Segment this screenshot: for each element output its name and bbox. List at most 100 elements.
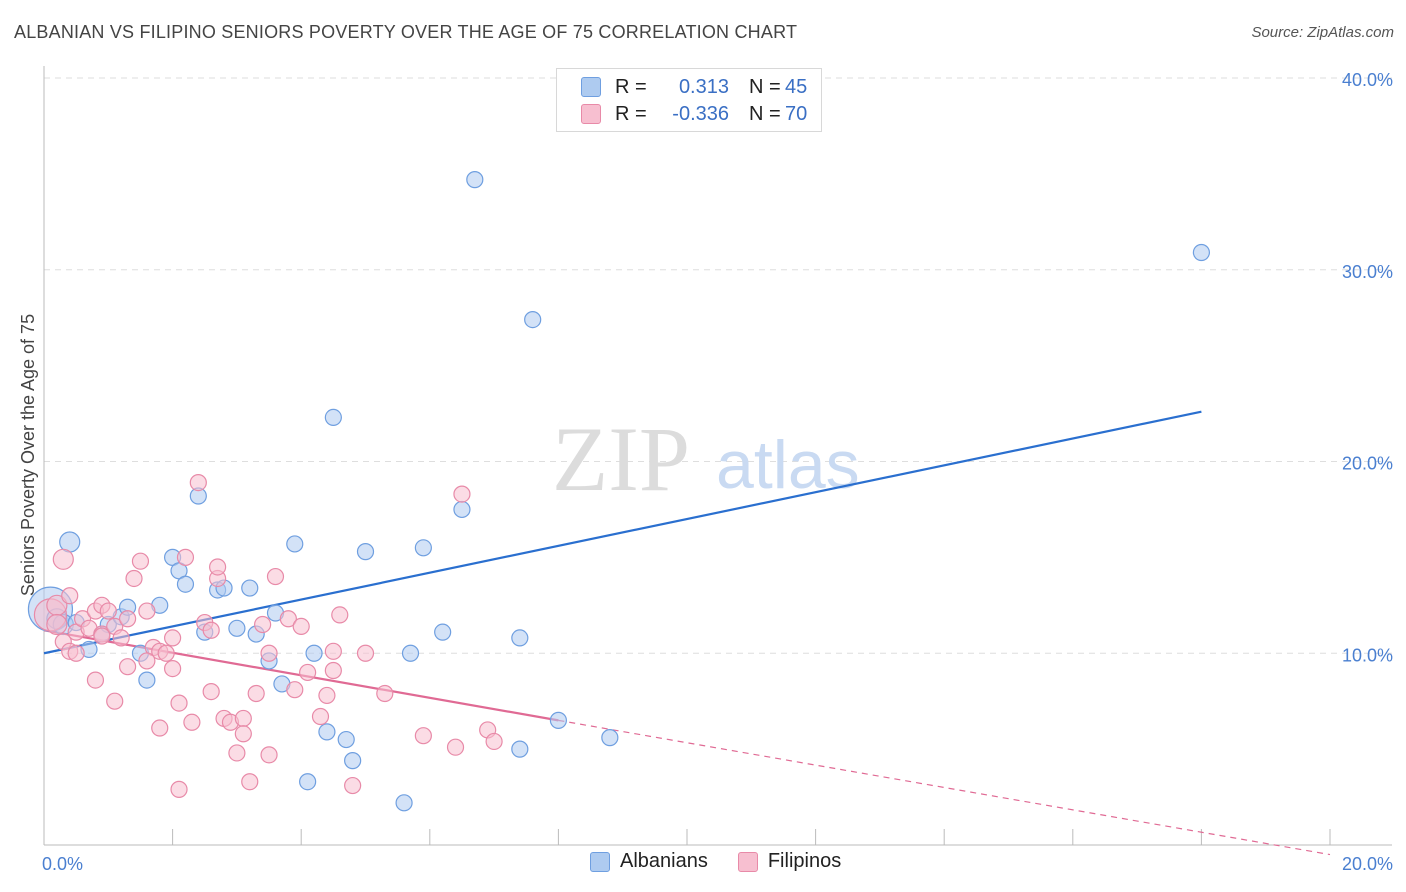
filipino-trend-extension xyxy=(558,719,1331,856)
filipino-point xyxy=(118,610,137,628)
r-value: 0.313 xyxy=(678,75,729,98)
filipino-point xyxy=(46,613,68,636)
albanian-point xyxy=(524,311,542,329)
filipino-point xyxy=(234,725,252,743)
y-tick-label: 40.0% xyxy=(1342,70,1393,90)
filipino-point xyxy=(344,776,362,795)
filipino-point xyxy=(266,567,285,586)
filipino-point xyxy=(453,485,471,503)
albanian-point xyxy=(511,740,529,758)
filipino-point xyxy=(112,629,130,647)
correlation-legend: R = 0.313 N = 45 R = -0.336 N = 70 xyxy=(556,68,822,132)
source-label: Source: ZipAtlas.com xyxy=(1251,24,1394,41)
filipino-point xyxy=(118,658,137,676)
r-value: -0.336 xyxy=(672,102,729,125)
filipino-point xyxy=(331,606,349,624)
watermark-zip: ZIP xyxy=(552,408,690,510)
y-tick-label: 20.0% xyxy=(1342,454,1393,474)
filipino-point xyxy=(247,684,265,703)
albanian-point xyxy=(337,730,355,749)
albanian-point xyxy=(395,794,413,812)
filipino-point xyxy=(292,617,310,636)
axes xyxy=(43,66,1392,846)
filipino-point xyxy=(414,727,432,745)
legend-label-filipinos: Filipinos xyxy=(767,850,842,872)
filipino-point xyxy=(202,621,220,639)
albanian-point xyxy=(466,171,484,189)
albanian-point xyxy=(324,408,342,426)
filipino-point xyxy=(164,629,182,647)
legend-row-filipinos: R = -0.336 N = 70 xyxy=(581,100,807,128)
filipino-point xyxy=(299,663,317,682)
y-tick-label: 30.0% xyxy=(1342,262,1393,282)
tick-labels: 10.0% 20.0% 30.0% 40.0% 0.0% 20.0% xyxy=(42,70,1393,874)
filipino-point xyxy=(61,587,79,605)
albanian-point xyxy=(434,623,452,641)
filipino-point xyxy=(52,548,74,570)
filipino-point xyxy=(376,684,394,703)
filipino-point xyxy=(324,642,342,660)
albanian-point xyxy=(601,729,619,747)
filipino-point xyxy=(356,644,375,662)
albanian-point xyxy=(228,619,246,637)
r-label: R = xyxy=(615,75,647,98)
filipino-point xyxy=(131,552,150,570)
albanian-swatch xyxy=(581,77,601,97)
filipino-point xyxy=(241,773,259,791)
chart-title: ALBANIAN VS FILIPINO SENIORS POVERTY OVE… xyxy=(14,22,798,42)
albanian-point xyxy=(318,723,336,741)
filipino-point xyxy=(183,713,201,731)
y-axis-label: Seniors Poverty Over the Age of 75 xyxy=(18,314,38,596)
legend-row-albanians: R = 0.313 N = 45 xyxy=(581,73,807,101)
filipino-point xyxy=(151,719,169,737)
series-legend: Albanians Filipinos xyxy=(590,850,871,873)
filipino-point xyxy=(157,644,175,662)
albanian-point xyxy=(299,773,317,791)
albanian-point xyxy=(138,671,156,689)
filipino-point xyxy=(176,548,195,566)
x-tick-label: 0.0% xyxy=(42,854,83,874)
legend-item-filipinos[interactable]: Filipinos xyxy=(737,850,842,873)
filipino-point xyxy=(228,744,246,762)
albanian-point xyxy=(401,644,420,662)
filipino-point xyxy=(138,602,156,620)
filipino-point xyxy=(279,610,297,628)
filipino-point xyxy=(311,707,330,726)
filipino-point xyxy=(93,627,111,645)
albanian-point xyxy=(356,543,375,561)
albanian-point xyxy=(453,500,471,519)
filipino-point xyxy=(189,473,207,492)
filipino-point xyxy=(86,671,105,689)
grid-lines xyxy=(44,77,1392,654)
filipino-point xyxy=(164,659,182,678)
filipino-points xyxy=(33,473,503,798)
filipino-point xyxy=(318,686,336,705)
n-label: N = xyxy=(749,75,781,98)
n-value: 70 xyxy=(785,102,808,125)
albanian-point xyxy=(305,644,323,662)
albanian-swatch xyxy=(590,851,610,872)
filipino-point xyxy=(260,746,278,764)
filipino-point xyxy=(446,738,465,756)
r-label: R = xyxy=(615,102,647,125)
filipino-point xyxy=(170,694,188,712)
legend-item-albanians[interactable]: Albanians xyxy=(590,850,708,873)
legend-label-albanians: Albanians xyxy=(620,850,708,872)
filipino-point xyxy=(138,652,156,670)
albanian-point xyxy=(511,629,529,647)
filipino-point xyxy=(286,681,304,699)
filipino-swatch xyxy=(737,851,758,872)
filipino-point xyxy=(485,732,503,751)
filipino-point xyxy=(260,644,278,662)
filipino-point xyxy=(202,682,220,701)
albanian-point xyxy=(1192,243,1211,262)
albanian-point xyxy=(344,752,362,770)
albanian-point xyxy=(286,535,304,553)
filipino-swatch xyxy=(581,104,601,124)
albanian-point xyxy=(241,579,259,597)
filipino-point xyxy=(67,644,85,662)
filipino-point xyxy=(170,780,188,798)
albanian-point xyxy=(414,539,432,557)
filipino-point xyxy=(99,602,117,620)
watermark: ZIP atlas xyxy=(552,408,860,510)
